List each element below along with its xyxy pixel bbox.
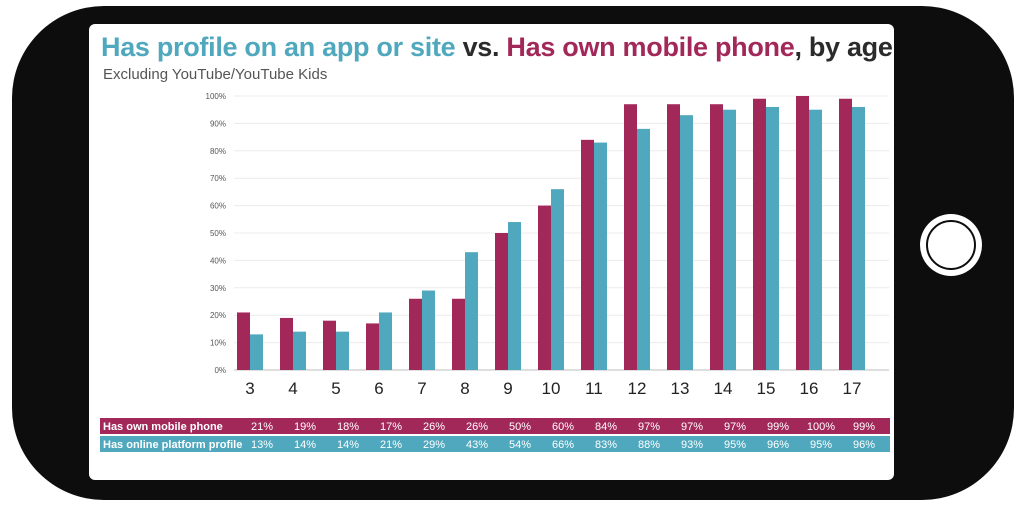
y-tick-label: 30% bbox=[210, 284, 226, 293]
data-label: 60% bbox=[552, 421, 574, 433]
y-tick-label: 0% bbox=[214, 366, 226, 375]
data-label: 97% bbox=[724, 421, 746, 433]
data-label: 19% bbox=[294, 421, 316, 433]
x-category-label: 7 bbox=[417, 379, 426, 398]
bar-has-online-platform-profile bbox=[508, 222, 521, 370]
bar-has-online-platform-profile bbox=[250, 334, 263, 370]
data-label: 17% bbox=[380, 421, 402, 433]
title-part-phone: Has own mobile phone bbox=[506, 32, 795, 62]
data-label: 26% bbox=[466, 421, 488, 433]
data-label: 97% bbox=[638, 421, 660, 433]
phone-screen: Has profile on an app or site vs. Has ow… bbox=[89, 24, 894, 480]
bar-has-own-mobile-phone bbox=[280, 317, 293, 370]
data-label: 96% bbox=[853, 439, 875, 451]
data-label: 99% bbox=[853, 421, 875, 433]
bar-has-own-mobile-phone bbox=[538, 205, 551, 370]
x-category-label: 6 bbox=[374, 379, 383, 398]
data-label: 97% bbox=[681, 421, 703, 433]
y-tick-label: 20% bbox=[210, 311, 226, 320]
chart-subtitle: Excluding YouTube/YouTube Kids bbox=[103, 66, 328, 83]
bar-has-online-platform-profile bbox=[379, 312, 392, 370]
x-category-label: 14 bbox=[714, 379, 733, 398]
bar-has-online-platform-profile bbox=[293, 331, 306, 370]
bar-has-own-mobile-phone bbox=[452, 298, 465, 370]
bar-has-own-mobile-phone bbox=[710, 104, 723, 370]
bar-has-own-mobile-phone bbox=[409, 298, 422, 370]
data-label: 93% bbox=[681, 439, 703, 451]
bar-has-own-mobile-phone bbox=[624, 104, 637, 370]
bar-has-online-platform-profile bbox=[594, 142, 607, 370]
bar-has-own-mobile-phone bbox=[237, 312, 250, 370]
data-label: 21% bbox=[251, 421, 273, 433]
home-button-ring bbox=[926, 220, 976, 270]
x-category-label: 17 bbox=[843, 379, 862, 398]
x-category-label: 12 bbox=[628, 379, 647, 398]
x-category-label: 11 bbox=[585, 379, 603, 398]
data-label: 84% bbox=[595, 421, 617, 433]
x-category-label: 9 bbox=[503, 379, 512, 398]
bar-has-own-mobile-phone bbox=[366, 323, 379, 370]
data-label: 99% bbox=[767, 421, 789, 433]
data-label: 83% bbox=[595, 439, 617, 451]
row-label: Has own mobile phone bbox=[103, 421, 223, 433]
x-category-label: 5 bbox=[331, 379, 340, 398]
bar-has-online-platform-profile bbox=[637, 128, 650, 370]
data-label: 95% bbox=[724, 439, 746, 451]
title-part-vs: vs. bbox=[455, 32, 507, 62]
x-category-label: 3 bbox=[245, 379, 254, 398]
y-tick-label: 60% bbox=[210, 202, 226, 211]
bar-has-online-platform-profile bbox=[465, 252, 478, 370]
bar-has-online-platform-profile bbox=[336, 331, 349, 370]
data-label: 13% bbox=[251, 439, 273, 451]
x-category-label: 15 bbox=[757, 379, 776, 398]
bar-has-own-mobile-phone bbox=[495, 233, 508, 370]
data-label: 95% bbox=[810, 439, 832, 451]
y-tick-label: 50% bbox=[210, 229, 226, 238]
bar-has-online-platform-profile bbox=[852, 106, 865, 371]
chart-title: Has profile on an app or site vs. Has ow… bbox=[101, 32, 893, 63]
bar-chart: 0% 10% 20% 30% 40% 50% 60% 70% 80% 90% 100% 3 4 5 6 7 8 9… bbox=[100, 92, 890, 452]
x-category-label: 16 bbox=[800, 379, 819, 398]
y-tick-label: 40% bbox=[210, 256, 226, 265]
bar-has-online-platform-profile bbox=[680, 115, 693, 371]
title-part-profile: Has profile on an app or site bbox=[101, 32, 456, 62]
x-category-label: 13 bbox=[671, 379, 690, 398]
data-label: 29% bbox=[423, 439, 445, 451]
bar-has-own-mobile-phone bbox=[796, 96, 809, 370]
data-label: 96% bbox=[767, 439, 789, 451]
bar-has-own-mobile-phone bbox=[753, 98, 766, 371]
bar-has-own-mobile-phone bbox=[581, 139, 594, 370]
data-label: 18% bbox=[337, 421, 359, 433]
row-strip-platform-profile bbox=[100, 436, 890, 452]
data-label: 26% bbox=[423, 421, 445, 433]
data-label: 100% bbox=[807, 421, 835, 433]
bar-has-own-mobile-phone bbox=[839, 98, 852, 371]
data-label: 43% bbox=[466, 439, 488, 451]
y-tick-label: 90% bbox=[210, 119, 226, 128]
row-strip-mobile-phone bbox=[100, 418, 890, 434]
data-label: 14% bbox=[294, 439, 316, 451]
row-label: Has online platform profile bbox=[103, 439, 242, 451]
data-label: 66% bbox=[552, 439, 574, 451]
y-tick-label: 70% bbox=[210, 174, 226, 183]
bar-has-online-platform-profile bbox=[809, 109, 822, 370]
data-label: 54% bbox=[509, 439, 531, 451]
data-label: 14% bbox=[337, 439, 359, 451]
x-category-label: 8 bbox=[460, 379, 469, 398]
title-part-by-age: , by age bbox=[794, 32, 893, 62]
data-label: 21% bbox=[380, 439, 402, 451]
bar-has-online-platform-profile bbox=[551, 189, 564, 370]
bar-has-online-platform-profile bbox=[422, 290, 435, 370]
y-tick-label: 100% bbox=[206, 92, 226, 101]
bar-has-own-mobile-phone bbox=[323, 320, 336, 370]
x-category-label: 10 bbox=[542, 379, 561, 398]
bar-has-online-platform-profile bbox=[723, 109, 736, 370]
data-label: 50% bbox=[509, 421, 531, 433]
x-category-label: 4 bbox=[288, 379, 297, 398]
y-tick-label: 80% bbox=[210, 147, 226, 156]
y-tick-label: 10% bbox=[210, 339, 226, 348]
data-label: 88% bbox=[638, 439, 660, 451]
bar-has-online-platform-profile bbox=[766, 106, 779, 371]
bar-has-own-mobile-phone bbox=[667, 104, 680, 370]
